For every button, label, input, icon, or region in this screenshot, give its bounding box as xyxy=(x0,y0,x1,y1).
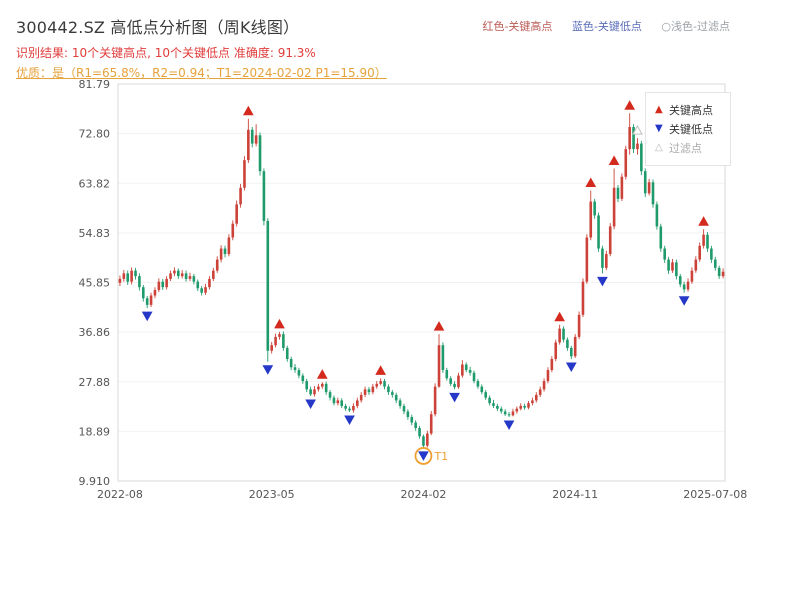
legend-item-key-high: ▲ 关键高点 xyxy=(655,102,721,118)
chart-legend: ▲ 关键高点 ▼ 关键低点 △ 过滤点 xyxy=(645,92,731,166)
svg-text:2024-11: 2024-11 xyxy=(552,488,598,501)
legend-label: 关键高点 xyxy=(669,104,713,117)
legend-label: 过滤点 xyxy=(669,142,702,155)
svg-text:45.85: 45.85 xyxy=(79,277,111,290)
filtered-marker-icon: △ xyxy=(655,142,663,153)
svg-text:2023-05: 2023-05 xyxy=(249,488,295,501)
caption-key-high: 红色-关键高点 xyxy=(482,20,553,33)
caption-filtered: ○浅色-过滤点 xyxy=(661,20,730,33)
key-high-marker-icon: ▲ xyxy=(655,104,663,115)
marker-caption: 红色-关键高点 蓝色-关键低点 ○浅色-过滤点 xyxy=(466,18,730,34)
svg-text:2025-07-08: 2025-07-08 xyxy=(683,488,747,501)
legend-item-filtered: △ 过滤点 xyxy=(655,140,721,156)
svg-text:72.80: 72.80 xyxy=(79,128,111,141)
svg-text:54.83: 54.83 xyxy=(79,227,111,240)
svg-text:27.88: 27.88 xyxy=(79,376,111,389)
svg-text:81.79: 81.79 xyxy=(79,78,111,91)
key-low-marker-icon: ▼ xyxy=(655,123,663,134)
legend-item-key-low: ▼ 关键低点 xyxy=(655,121,721,137)
caption-key-low: 蓝色-关键低点 xyxy=(571,20,642,33)
svg-text:18.89: 18.89 xyxy=(79,425,111,438)
svg-text:36.86: 36.86 xyxy=(79,326,111,339)
svg-text:2022-08: 2022-08 xyxy=(97,488,143,501)
svg-text:2024-02: 2024-02 xyxy=(400,488,446,501)
svg-text:T1: T1 xyxy=(433,450,448,463)
quality-summary: 优质：是（R1=65.8%，R2=0.94；T1=2024-02-02 P1=1… xyxy=(16,66,387,80)
recognition-result: 识别结果: 10个关键高点, 10个关键低点 准确度: 91.3% xyxy=(16,46,316,60)
svg-text:9.910: 9.910 xyxy=(79,475,111,488)
page-title: 300442.SZ 高低点分析图（周K线图） xyxy=(16,18,300,37)
legend-label: 关键低点 xyxy=(669,123,713,136)
svg-text:63.82: 63.82 xyxy=(79,177,111,190)
